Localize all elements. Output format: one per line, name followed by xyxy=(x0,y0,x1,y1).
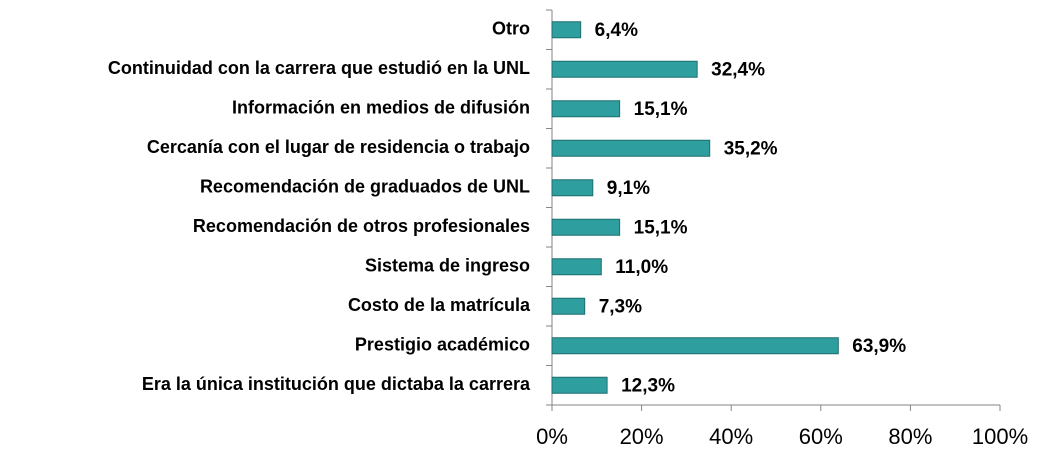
value-label: 63,9% xyxy=(852,336,906,357)
value-label: 32,4% xyxy=(711,59,765,80)
value-label: 6,4% xyxy=(595,20,638,41)
x-tick-label: 80% xyxy=(888,424,932,449)
bar xyxy=(551,139,711,157)
y-tick-label: Cercanía con el lugar de residencia o tr… xyxy=(147,137,530,157)
bar xyxy=(551,60,698,78)
value-label: 35,2% xyxy=(724,138,778,159)
bar xyxy=(551,337,839,355)
x-tick-label: 0% xyxy=(536,424,568,449)
x-tick-label: 40% xyxy=(709,424,753,449)
x-tick-label: 100% xyxy=(972,424,1028,449)
y-tick-label: Información en medios de difusión xyxy=(232,98,530,118)
y-tick-label: Otro xyxy=(492,19,530,39)
y-tick-label: Continuidad con la carrera que estudió e… xyxy=(108,58,530,78)
bar xyxy=(551,100,621,118)
value-label: 7,3% xyxy=(599,296,642,317)
x-tick-label: 60% xyxy=(799,424,843,449)
y-tick-label: Costo de la matrícula xyxy=(348,295,531,315)
y-tick-label: Recomendación de otros profesionales xyxy=(193,216,530,236)
value-label: 15,1% xyxy=(634,217,688,238)
y-tick-label: Era la única institución que dictaba la … xyxy=(142,374,531,394)
y-tick-label: Prestigio académico xyxy=(355,335,530,355)
bar xyxy=(551,376,608,394)
y-tick-label: Recomendación de graduados de UNL xyxy=(200,177,530,197)
value-label: 9,1% xyxy=(607,178,650,199)
y-tick-label: Sistema de ingreso xyxy=(365,256,530,276)
bar xyxy=(551,258,602,276)
value-label: 12,3% xyxy=(621,375,675,396)
value-label: 11,0% xyxy=(615,257,668,278)
x-tick-label: 20% xyxy=(620,424,664,449)
bar xyxy=(551,179,594,197)
bar xyxy=(551,218,621,236)
value-label: 15,1% xyxy=(634,99,688,120)
bar xyxy=(551,21,582,39)
bar xyxy=(551,297,586,315)
